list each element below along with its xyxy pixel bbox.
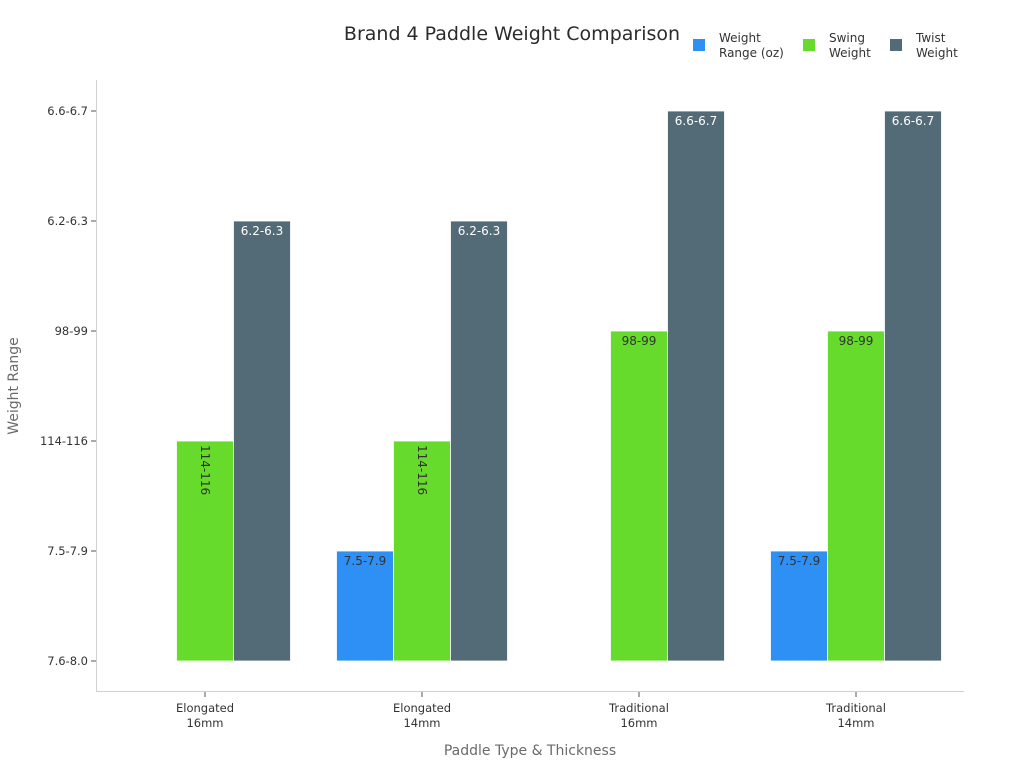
bar (884, 110, 942, 662)
y-tick-label: 98-99 (55, 324, 88, 338)
bar-value-label: 6.2-6.3 (241, 224, 284, 238)
x-tick-label-line: Traditional (825, 701, 886, 715)
legend-swatch (890, 39, 902, 51)
x-tick-label-line: 14mm (837, 716, 874, 730)
legend-label: Weight Range (oz) (719, 31, 784, 60)
x-tick-label-line: Elongated (393, 701, 451, 715)
y-tick-label: 6.2-6.3 (47, 214, 88, 228)
bar-value-label: 7.5-7.9 (778, 554, 821, 568)
y-tick-label: 7.5-7.9 (47, 544, 88, 558)
x-tick-label: Traditional 14mm (825, 701, 886, 730)
x-tick-label: Elongated 14mm (393, 701, 451, 730)
bars: 114-116 6.2-6.3 7.5-7.9 114-116 6.2-6.3 98-99… (176, 110, 942, 662)
legend-label: Twist Weight (915, 31, 958, 60)
x-tick-label-line: 16mm (620, 716, 657, 730)
bar (667, 110, 725, 662)
bar (393, 440, 451, 662)
y-tick-label: 7.6-8.0 (47, 654, 88, 668)
y-axis-title: Weight Range (6, 337, 22, 435)
x-tick-label-line: Elongated (176, 701, 234, 715)
bar (827, 330, 885, 662)
x-tick-label: Elongated 16mm (176, 701, 234, 730)
bar-value-label: 6.2-6.3 (458, 224, 501, 238)
legend-swatch (693, 39, 705, 51)
bar (336, 550, 394, 662)
legend-swatch (803, 39, 815, 51)
bar-value-label: 98-99 (622, 334, 657, 348)
bar-value-label: 7.5-7.9 (344, 554, 387, 568)
bar-value-label: 6.6-6.7 (675, 114, 718, 128)
x-tick-label-line: 14mm (403, 716, 440, 730)
legend-label-line: Twist (915, 31, 946, 45)
bar-value-label: 6.6-6.7 (892, 114, 935, 128)
y-tick-label: 114-116 (40, 434, 88, 448)
bar (450, 220, 508, 662)
y-axis-ticks: 7.6-8.0 7.5-7.9 114-116 98-99 6.2-6.3 6.6-6.7 (40, 104, 96, 668)
bar-value-label: 114-116 (415, 445, 429, 495)
x-tick-label-line: 16mm (186, 716, 223, 730)
legend-label-line: Weight (829, 46, 871, 60)
bar-value-label: 98-99 (839, 334, 874, 348)
x-tick-label: Traditional 16mm (608, 701, 669, 730)
legend-label-line: Range (oz) (719, 46, 784, 60)
y-tick-label: 6.6-6.7 (47, 104, 88, 118)
bar (770, 550, 828, 662)
legend-label-line: Weight (916, 46, 958, 60)
x-tick-label-line: Traditional (608, 701, 669, 715)
legend-label-line: Weight (719, 31, 761, 45)
bar (610, 330, 668, 662)
bar-value-label: 114-116 (198, 445, 212, 495)
bar (176, 440, 234, 662)
legend-label: Swing Weight (829, 31, 871, 60)
x-axis-title: Paddle Type & Thickness (444, 743, 616, 759)
legend-label-line: Swing (829, 31, 865, 45)
bar (233, 220, 291, 662)
chart-title: Brand 4 Paddle Weight Comparison (344, 23, 680, 45)
